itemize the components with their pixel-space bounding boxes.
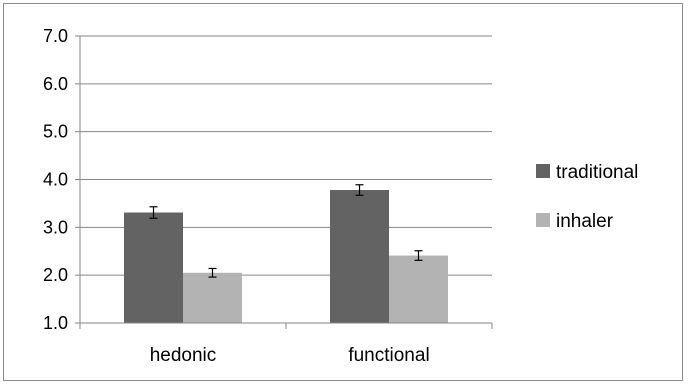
x-category-label: hedonic bbox=[150, 345, 217, 366]
y-tick-label: 6.0 bbox=[43, 74, 68, 94]
y-tick-label: 7.0 bbox=[43, 26, 68, 46]
legend-label: inhaler bbox=[556, 211, 614, 232]
bar-traditional-hedonic bbox=[124, 212, 183, 323]
y-tick-label: 2.0 bbox=[43, 265, 68, 285]
x-axis-labels: hedonic functional bbox=[150, 345, 430, 366]
legend-label: traditional bbox=[556, 162, 638, 183]
x-axis-ticks bbox=[79, 323, 493, 329]
legend-swatch-traditional bbox=[536, 164, 550, 178]
legend-swatch-inhaler bbox=[536, 213, 550, 227]
x-category-label: functional bbox=[348, 345, 429, 366]
legend: traditional inhaler bbox=[536, 162, 638, 232]
bars bbox=[124, 190, 448, 323]
y-tick-label: 1.0 bbox=[43, 313, 68, 333]
bar-inhaler-functional bbox=[389, 255, 448, 323]
bar-inhaler-hedonic bbox=[183, 272, 242, 323]
y-tick-label: 4.0 bbox=[43, 170, 68, 190]
y-tick-label: 3.0 bbox=[43, 217, 68, 237]
y-axis-ticks: 1.0 2.0 3.0 4.0 5.0 6.0 7.0 bbox=[43, 26, 80, 333]
y-tick-label: 5.0 bbox=[43, 122, 68, 142]
error-bars bbox=[149, 184, 423, 278]
bar-traditional-functional bbox=[330, 190, 389, 323]
